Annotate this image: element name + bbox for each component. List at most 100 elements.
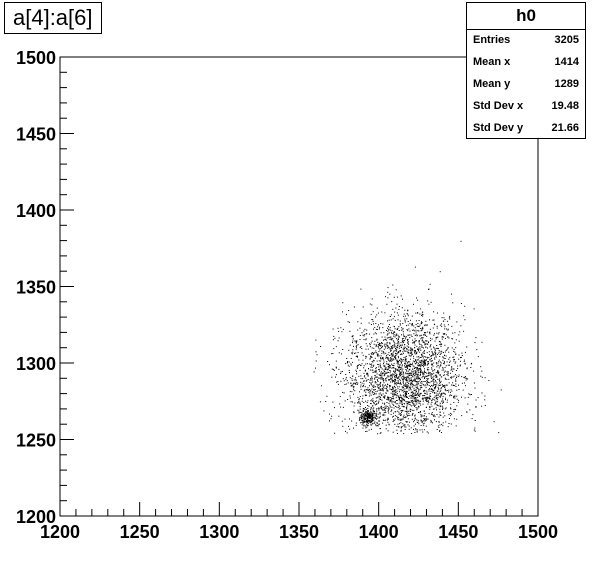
data-point	[418, 340, 420, 342]
data-point	[443, 371, 445, 373]
data-point	[380, 345, 382, 346]
data-point	[429, 408, 431, 410]
data-point	[367, 375, 369, 377]
data-point	[382, 385, 384, 387]
data-point	[464, 305, 466, 307]
data-point	[401, 344, 403, 346]
data-point	[421, 371, 423, 373]
data-point	[362, 398, 364, 400]
data-point	[376, 418, 377, 420]
data-point	[463, 359, 465, 361]
data-point	[444, 344, 446, 346]
data-point	[363, 339, 365, 341]
data-point	[406, 329, 408, 330]
data-point	[407, 377, 409, 379]
data-point	[441, 394, 443, 396]
data-point	[402, 331, 404, 333]
data-point	[426, 390, 428, 392]
data-point	[431, 405, 433, 407]
data-point	[443, 334, 445, 335]
data-point	[418, 377, 420, 379]
data-point	[414, 359, 416, 361]
data-point	[394, 375, 396, 377]
data-point	[365, 419, 367, 421]
data-point	[443, 392, 445, 394]
data-point	[394, 423, 396, 425]
data-point	[415, 398, 417, 400]
data-point	[381, 368, 383, 370]
data-point	[403, 394, 405, 396]
data-point	[387, 410, 389, 412]
data-point	[433, 347, 435, 349]
data-point	[347, 364, 349, 366]
data-point	[357, 365, 359, 366]
data-point	[349, 377, 351, 379]
data-point	[422, 355, 424, 357]
data-point	[439, 324, 441, 326]
data-point	[433, 390, 435, 392]
stats-label: Mean y	[473, 78, 511, 90]
data-point	[458, 334, 460, 336]
data-point	[396, 350, 398, 352]
data-point	[405, 366, 407, 368]
data-point	[386, 386, 388, 388]
data-point	[364, 394, 366, 396]
data-point	[414, 375, 416, 377]
data-point	[379, 389, 381, 391]
data-point	[371, 352, 373, 353]
data-point	[398, 361, 400, 362]
data-point	[382, 413, 384, 415]
data-point	[347, 382, 349, 384]
data-point	[363, 425, 365, 427]
data-point	[370, 421, 372, 423]
data-point	[417, 371, 419, 373]
data-point	[379, 428, 381, 429]
data-point	[426, 393, 428, 395]
data-point	[452, 302, 454, 304]
data-point	[454, 408, 456, 410]
data-point	[356, 373, 358, 375]
data-point	[446, 371, 448, 373]
data-point	[401, 367, 403, 369]
data-point	[358, 410, 360, 412]
data-point	[427, 403, 429, 405]
data-point	[376, 376, 378, 378]
data-point	[435, 394, 437, 396]
data-point	[373, 384, 375, 386]
data-point	[443, 369, 445, 371]
data-point	[389, 343, 391, 345]
data-point	[419, 364, 421, 366]
data-point	[410, 405, 412, 407]
data-point	[381, 407, 382, 409]
data-point	[412, 362, 413, 364]
data-point	[355, 382, 357, 384]
data-point	[440, 346, 442, 347]
data-point	[398, 426, 400, 428]
data-point	[387, 333, 389, 335]
data-point	[430, 420, 432, 422]
data-point	[327, 361, 329, 362]
data-point	[474, 342, 476, 344]
data-point	[402, 376, 404, 378]
data-point	[384, 408, 386, 410]
data-point	[371, 354, 373, 356]
data-point	[451, 376, 453, 378]
data-point	[464, 319, 466, 321]
stats-row-stddev-y: Std Dev y 21.66	[467, 118, 585, 140]
data-point	[389, 365, 391, 367]
y-tick-label: 1250	[16, 431, 56, 451]
data-point	[425, 397, 427, 399]
data-point	[394, 356, 395, 358]
data-point	[421, 429, 423, 431]
data-point	[365, 415, 367, 417]
data-point	[414, 373, 416, 375]
data-point	[429, 388, 430, 390]
data-point	[410, 350, 412, 352]
data-point	[438, 416, 440, 418]
data-point	[403, 416, 405, 418]
data-point	[377, 413, 379, 415]
x-tick-labels: 1200 1250 1300 1350 1400 1450 1500	[40, 522, 558, 542]
data-point	[431, 368, 433, 370]
data-point	[362, 354, 364, 356]
data-point	[342, 425, 344, 427]
